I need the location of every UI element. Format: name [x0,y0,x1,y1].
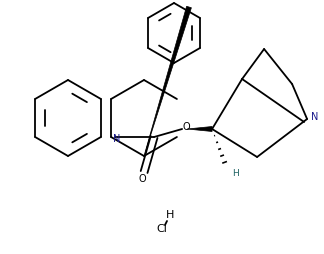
Text: H: H [166,210,174,220]
Text: O: O [182,122,190,132]
Polygon shape [187,126,212,132]
Text: O: O [138,174,146,184]
Text: Cl: Cl [156,224,168,234]
Text: H: H [232,169,238,179]
Text: N: N [113,134,121,144]
Text: N: N [311,112,318,122]
Polygon shape [144,6,191,156]
